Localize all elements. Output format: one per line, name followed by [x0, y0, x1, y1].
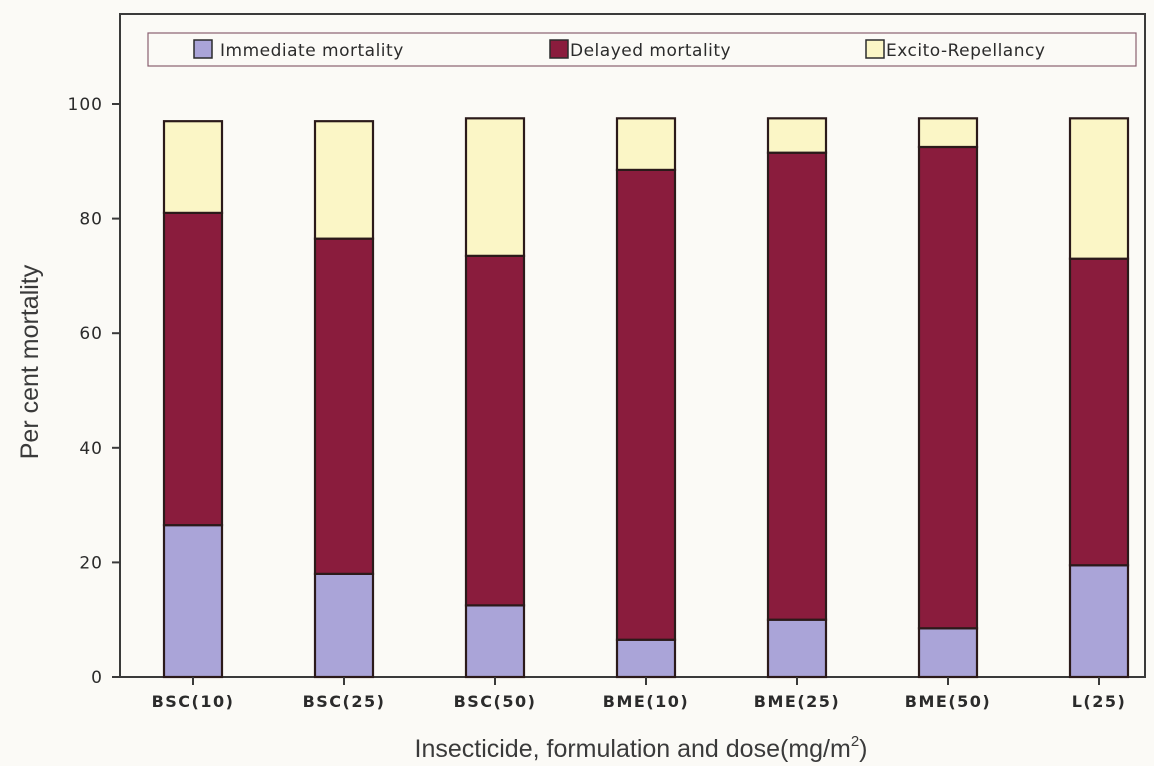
y-tick-label: 40 [79, 439, 103, 459]
x-tick-label: BME(10) [603, 692, 689, 711]
legend-swatch-delayed [549, 39, 569, 59]
bar-segment-excito [615, 117, 677, 171]
bar-segment-excito [313, 120, 375, 240]
legend: Immediate mortality Delayed mortality Ex… [147, 32, 1137, 67]
y-tick-label: 20 [79, 553, 103, 573]
legend-swatch-excito [865, 39, 885, 59]
y-tick-label: 80 [79, 210, 103, 230]
x-axis-title-superscript: 2 [851, 733, 859, 750]
legend-box [147, 32, 1137, 67]
y-axis: 0 20 40 60 80 100 [68, 95, 120, 688]
legend-label-delayed: Delayed mortality [570, 41, 731, 61]
legend-label-excito: Excito-Repellancy [886, 41, 1045, 61]
x-axis-title: Insecticide, formulation and dose(mg/m2) [415, 733, 868, 763]
bar-segment-immediate [766, 618, 828, 679]
bar-segment-delayed [766, 151, 828, 621]
bar-segment-immediate [313, 572, 375, 679]
bar-segment-excito [917, 117, 979, 149]
x-axis: BSC(10) BSC(25) BSC(50) BME(10) BME(25) BME(5… [152, 677, 1127, 711]
bar-segment-excito [1068, 117, 1130, 260]
bar-segment-delayed [162, 211, 224, 527]
bar-segment-delayed [615, 168, 677, 641]
bars [162, 117, 1130, 679]
bar-segment-delayed [1068, 257, 1130, 567]
y-tick-label: 100 [68, 95, 103, 115]
bar-segment-excito [162, 120, 224, 214]
bar-segment-immediate [464, 604, 526, 679]
bar-segment-immediate [1068, 564, 1130, 679]
x-tick-label: L(25) [1072, 692, 1127, 711]
bar-segment-delayed [313, 237, 375, 575]
y-axis-title: Per cent mortality [16, 264, 44, 459]
bar-segment-delayed [917, 145, 979, 630]
x-tick-label: BME(50) [905, 692, 991, 711]
bar-segment-excito [464, 117, 526, 257]
bar-segment-delayed [464, 254, 526, 607]
x-axis-title-end: ) [859, 735, 867, 763]
y-tick-label: 60 [79, 324, 103, 344]
x-tick-label: BSC(25) [303, 692, 386, 711]
x-axis-title-main: Insecticide, formulation and dose(mg/m [415, 735, 851, 763]
y-tick-label: 0 [91, 668, 103, 688]
legend-label-immediate: Immediate mortality [220, 41, 404, 61]
x-tick-label: BSC(10) [152, 692, 235, 711]
legend-swatch-immediate [193, 39, 213, 59]
bar-segment-immediate [917, 627, 979, 679]
bar-segment-immediate [615, 638, 677, 679]
x-tick-label: BSC(50) [454, 692, 537, 711]
bar-segment-immediate [162, 524, 224, 679]
x-tick-label: BME(25) [754, 692, 840, 711]
bar-segment-excito [766, 117, 828, 154]
